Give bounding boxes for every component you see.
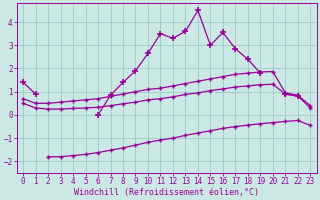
X-axis label: Windchill (Refroidissement éolien,°C): Windchill (Refroidissement éolien,°C) [74,188,259,197]
